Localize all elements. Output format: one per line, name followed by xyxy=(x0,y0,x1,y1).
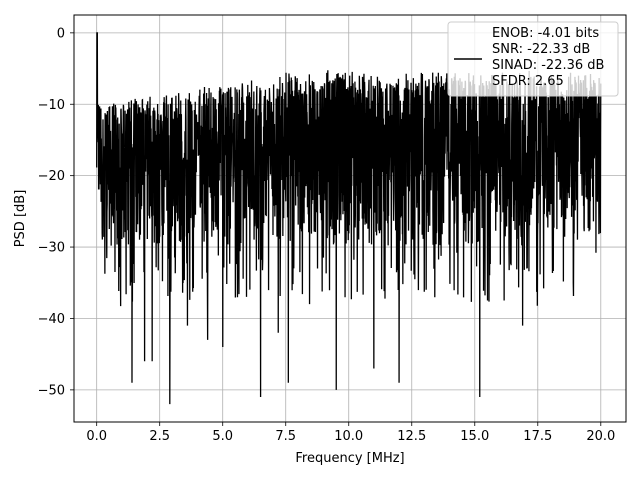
y-axis-label: PSD [dB] xyxy=(13,190,28,248)
y-tick-label: −50 xyxy=(38,383,65,398)
x-tick-label: 7.5 xyxy=(275,429,296,444)
legend-entry-snr: SNR: -22.33 dB xyxy=(492,42,590,57)
y-tick-label: −10 xyxy=(38,98,65,113)
x-tick-label: 20.0 xyxy=(586,429,615,444)
x-tick-label: 5.0 xyxy=(212,429,233,444)
psd-series-line xyxy=(96,32,602,405)
y-tick-label: −20 xyxy=(38,169,65,184)
x-tick-label: 0.0 xyxy=(86,429,107,444)
x-tick-label: 15.0 xyxy=(460,429,489,444)
legend-entry-sfdr: SFDR: 2.65 xyxy=(492,74,564,89)
y-tick-label: −30 xyxy=(38,241,65,256)
y-tick-label: 0 xyxy=(57,26,65,41)
legend-entry-sinad: SINAD: -22.36 dB xyxy=(492,58,604,73)
x-tick-label: 12.5 xyxy=(397,429,426,444)
legend: ENOB: -4.01 bits SNR: -22.33 dB SINAD: -… xyxy=(447,21,619,97)
axes-frame xyxy=(73,14,627,423)
x-axis-label: Frequency [MHz] xyxy=(295,451,404,466)
axis-ticks: 0.0 2.5 5.0 7.5 10.0 12.5 15.0 17.5 20.0 0 −10 −20 −… xyxy=(38,26,616,444)
legend-entry-enob: ENOB: -4.01 bits xyxy=(492,26,599,41)
y-tick-label: −40 xyxy=(38,312,65,327)
plot-area xyxy=(96,32,602,405)
legend-box xyxy=(447,21,619,97)
x-tick-label: 2.5 xyxy=(149,429,170,444)
x-tick-label: 17.5 xyxy=(523,429,552,444)
x-tick-label: 10.0 xyxy=(334,429,363,444)
